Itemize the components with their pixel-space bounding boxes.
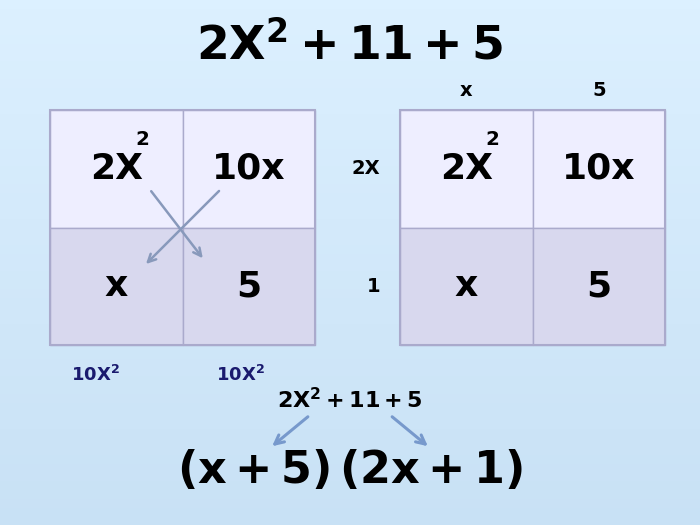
Text: $\mathbf{2X^2 + 11 + 5}$: $\mathbf{2X^2 + 11 + 5}$ [196,22,504,68]
Bar [0,227,700,236]
Bar [0,236,700,245]
Text: 5: 5 [592,80,606,100]
Bar [0,70,700,79]
Bar [0,350,700,359]
Bar [0,219,700,227]
Bar [183,110,315,227]
Bar [0,403,700,411]
Bar [0,140,700,149]
Text: 2X: 2X [351,159,380,178]
Bar [0,175,700,184]
Bar [0,429,700,437]
Bar [0,79,700,88]
Bar [0,420,700,429]
Bar [50,110,183,227]
Bar [0,184,700,193]
Bar [183,227,315,345]
Bar [0,9,700,17]
Bar [0,166,700,175]
Bar [400,110,533,227]
Text: $\mathbf{10X^2}$: $\mathbf{10X^2}$ [216,365,265,385]
Bar [0,472,700,481]
Bar [0,516,700,525]
Bar [0,437,700,446]
Bar [533,110,665,227]
Text: 2: 2 [486,130,500,149]
Text: $\mathbf{2X^2 + 11 + 5}$: $\mathbf{2X^2 + 11 + 5}$ [277,387,423,413]
Bar [0,52,700,61]
Bar [0,376,700,385]
Text: x: x [460,80,473,100]
Bar [0,201,700,210]
Bar [0,254,700,262]
Bar [0,499,700,508]
Bar [0,332,700,341]
Bar [0,306,700,315]
Bar [0,271,700,280]
Bar [0,289,700,298]
Bar [0,26,700,35]
Bar [0,122,700,131]
Text: x: x [104,269,128,303]
Bar [0,394,700,403]
Bar [0,341,700,350]
Bar [0,17,700,26]
Bar [0,368,700,376]
Bar [0,210,700,219]
Text: 5: 5 [236,269,261,303]
Bar [0,464,700,472]
Text: 1: 1 [366,277,380,296]
Bar [50,110,315,345]
Bar [0,385,700,394]
Bar [50,227,183,345]
Bar [0,262,700,271]
Bar [0,35,700,44]
Bar [0,324,700,332]
Bar [0,315,700,324]
Bar [0,280,700,289]
Bar [0,245,700,254]
Bar [0,359,700,368]
Bar [0,0,700,9]
Bar [400,110,665,345]
Text: 2X: 2X [90,152,143,186]
Text: 10x: 10x [562,152,636,186]
Text: 5: 5 [586,269,611,303]
Bar [0,298,700,306]
Bar [0,481,700,490]
Bar [0,114,700,122]
Bar [0,158,700,166]
Bar [0,105,700,114]
Bar [533,227,665,345]
Bar [0,44,700,52]
Bar [0,193,700,201]
Text: 2: 2 [136,130,150,149]
Text: $\mathbf{10X^2}$: $\mathbf{10X^2}$ [71,365,120,385]
Text: $\mathbf{(x + 5)\,(2x + 1)}$: $\mathbf{(x + 5)\,(2x + 1)}$ [177,448,523,492]
Bar [0,490,700,499]
Bar [0,149,700,158]
Bar [0,131,700,140]
Bar [400,227,533,345]
Bar [0,96,700,105]
Text: x: x [454,269,478,303]
Text: 2X: 2X [440,152,493,186]
Bar [0,88,700,96]
Bar [0,411,700,420]
Text: 10x: 10x [212,152,286,186]
Bar [0,61,700,70]
Bar [0,446,700,455]
Bar [0,508,700,516]
Bar [0,455,700,464]
